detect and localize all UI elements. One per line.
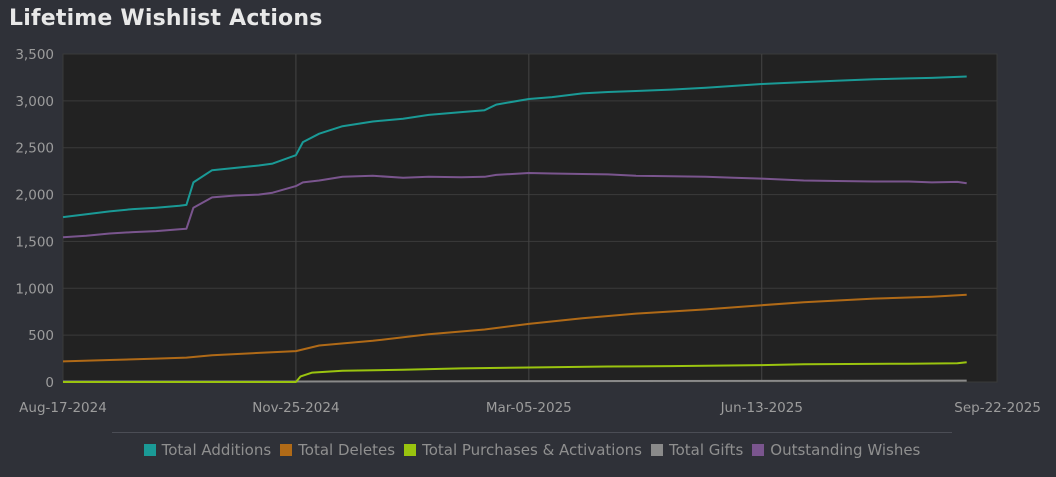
legend-swatch [143, 444, 156, 456]
legend: Total Additions Total Deletes Total Purcha… [112, 432, 952, 465]
x-tick-label: Aug-17-2024 [19, 400, 107, 416]
legend-item[interactable]: Total Purchases & Activations [404, 441, 642, 459]
legend-swatch [280, 444, 293, 456]
y-tick-label: 2,500 [15, 141, 54, 157]
legend-swatch [404, 444, 417, 456]
y-tick-label: 1,500 [15, 234, 54, 250]
y-tick-label: 3,500 [15, 47, 54, 63]
series-line-total-additions [62, 75, 967, 219]
y-tick-label: 0 [45, 375, 54, 391]
chart-title: Lifetime Wishlist Actions [9, 6, 323, 31]
y-tick-label: 1,000 [15, 281, 54, 297]
x-tick-label: Jun-13-2025 [720, 400, 803, 416]
legend-label: Outstanding Wishes [770, 441, 921, 459]
series-line-total-purchases-activations [63, 361, 967, 383]
legend-item[interactable]: Total Gifts [650, 441, 744, 459]
legend-label: Total Additions [161, 441, 272, 459]
y-tick-label: 3,000 [15, 94, 54, 110]
legend-swatch [752, 444, 765, 456]
y-axis: 0 500 1,000 1,500 2,000 2,500 3,000 3,500 [15, 47, 54, 391]
legend-swatch [650, 444, 663, 456]
legend-label: Total Deletes [298, 441, 396, 459]
y-tick-label: 500 [28, 328, 54, 344]
grid-lines [63, 54, 997, 382]
x-tick-label: Mar-05-2025 [486, 400, 572, 416]
x-tick-label: Sep-22-2025 [954, 400, 1041, 416]
legend-item[interactable]: Total Additions [143, 441, 272, 459]
line-chart: 0 500 1,000 1,500 2,000 2,500 3,000 3,500 Aug-1… [15, 47, 1041, 416]
series-line-total-deletes [62, 293, 967, 363]
x-axis: Aug-17-2024 Nov-25-2024 Mar-05-2025 Jun-13-… [19, 400, 1041, 416]
legend-item[interactable]: Total Deletes [280, 441, 395, 459]
legend-label: Total Purchases & Activations [422, 441, 642, 459]
x-tick-label: Nov-25-2024 [252, 400, 339, 416]
y-tick-label: 2,000 [15, 188, 54, 204]
legend-label: Total Gifts [668, 441, 744, 459]
legend-item[interactable]: Outstanding Wishes [752, 441, 920, 459]
plot-area [62, 53, 998, 383]
series-line-outstanding-wishes [62, 172, 967, 239]
series-lines [62, 75, 967, 383]
